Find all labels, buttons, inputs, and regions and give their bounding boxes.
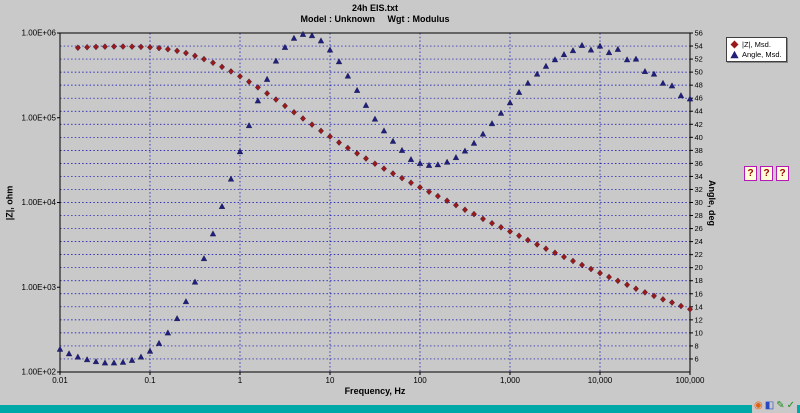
svg-text:6: 6	[695, 354, 699, 363]
svg-text:1: 1	[238, 376, 243, 385]
legend: |Z|, Msd. Angle, Msd.	[726, 37, 787, 62]
right-axis-title: Angle, deg	[707, 179, 718, 226]
axis-tick-labels: 0.01 0.1 1 10 100 1,000 10,000 100,000 1.00E+02 1…	[22, 29, 705, 386]
svg-text:22: 22	[695, 250, 703, 259]
svg-text:44: 44	[695, 107, 703, 116]
legend-item[interactable]: |Z|, Msd.	[730, 40, 782, 49]
unknown-icon-button[interactable]: ?	[744, 166, 757, 181]
svg-text:42: 42	[695, 120, 703, 129]
gridlines	[60, 33, 690, 372]
side-buttons: ???	[744, 166, 789, 181]
svg-text:54: 54	[695, 42, 703, 51]
svg-text:1.00E+03: 1.00E+03	[22, 283, 57, 292]
bode-plot: 0.01 0.1 1 10 100 1,000 10,000 100,000 1.00E+02 1…	[22, 29, 705, 386]
legend-item-label: |Z|, Msd.	[742, 40, 771, 49]
triangle-marker-icon	[730, 50, 739, 59]
legend-item-label: Angle, Msd.	[742, 50, 782, 59]
chart-title: 24h EIS.txt	[351, 3, 398, 13]
svg-text:52: 52	[695, 55, 703, 64]
svg-text:56: 56	[695, 29, 703, 38]
svg-text:10: 10	[695, 328, 703, 337]
unknown-icon-button[interactable]: ?	[760, 166, 773, 181]
svg-text:28: 28	[695, 211, 703, 220]
svg-text:46: 46	[695, 94, 703, 103]
svg-text:30: 30	[695, 198, 703, 207]
svg-text:34: 34	[695, 172, 703, 181]
chart-subtitle: Model : Unknown Wgt : Modulus	[300, 14, 450, 24]
svg-text:12: 12	[695, 315, 703, 324]
tray-icon-pen[interactable]: ✎	[776, 400, 785, 411]
svg-text:40: 40	[695, 133, 703, 142]
svg-text:36: 36	[695, 159, 703, 168]
angle-series-markers	[56, 30, 694, 366]
left-axis-title-wrap: |Z|, ohm	[2, 33, 16, 372]
svg-text:100: 100	[413, 376, 427, 385]
svg-text:10: 10	[326, 376, 335, 385]
tray-icon-ime[interactable]: ◧	[764, 400, 775, 411]
svg-text:38: 38	[695, 146, 703, 155]
axis-tick-marks	[57, 32, 693, 375]
svg-text:0.01: 0.01	[52, 376, 68, 385]
svg-text:18: 18	[695, 276, 703, 285]
tray-icon-check[interactable]: ✓	[786, 400, 795, 411]
diamond-marker-icon	[730, 40, 739, 49]
left-axis-title: |Z|, ohm	[4, 185, 15, 220]
svg-text:24: 24	[695, 237, 703, 246]
svg-text:1.00E+02: 1.00E+02	[22, 368, 57, 377]
svg-text:0.1: 0.1	[144, 376, 156, 385]
svg-text:1,000: 1,000	[500, 376, 521, 385]
svg-text:1.00E+05: 1.00E+05	[22, 113, 57, 122]
svg-text:8: 8	[695, 341, 699, 350]
chart-header: 24h EIS.txt Model : Unknown Wgt : Modulu…	[60, 3, 690, 25]
svg-text:100,000: 100,000	[676, 376, 705, 385]
svg-text:48: 48	[695, 81, 703, 90]
svg-text:1.00E+06: 1.00E+06	[22, 29, 57, 38]
right-axis-title-wrap: Angle, deg	[705, 33, 719, 372]
language-bar: ◉ ◧ ✎ ✓	[752, 399, 797, 413]
svg-text:20: 20	[695, 263, 703, 272]
svg-text:50: 50	[695, 68, 703, 77]
tray-icon-orange[interactable]: ◉	[754, 400, 763, 411]
svg-text:10,000: 10,000	[588, 376, 613, 385]
x-axis-title: Frequency, Hz	[344, 386, 406, 396]
impedance-series-markers	[74, 43, 693, 313]
legend-item[interactable]: Angle, Msd.	[730, 50, 782, 59]
svg-text:26: 26	[695, 224, 703, 233]
svg-text:32: 32	[695, 185, 703, 194]
svg-text:1.00E+04: 1.00E+04	[22, 198, 57, 207]
svg-text:16: 16	[695, 289, 703, 298]
taskbar-strip[interactable]	[0, 405, 800, 413]
svg-text:14: 14	[695, 302, 703, 311]
unknown-icon-button[interactable]: ?	[776, 166, 789, 181]
